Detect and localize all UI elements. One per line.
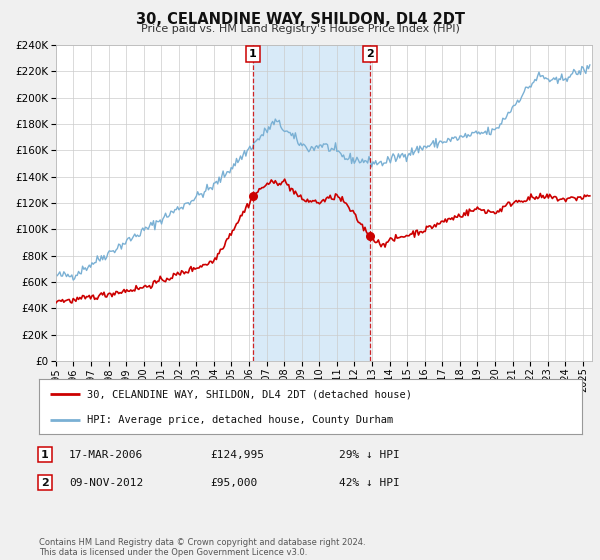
- Text: 1: 1: [41, 450, 49, 460]
- Text: 17-MAR-2006: 17-MAR-2006: [69, 450, 143, 460]
- Text: 2: 2: [365, 49, 373, 59]
- Text: Price paid vs. HM Land Registry's House Price Index (HPI): Price paid vs. HM Land Registry's House …: [140, 24, 460, 34]
- Text: 30, CELANDINE WAY, SHILDON, DL4 2DT (detached house): 30, CELANDINE WAY, SHILDON, DL4 2DT (det…: [87, 390, 412, 399]
- Bar: [253, 45, 370, 361]
- Text: 42% ↓ HPI: 42% ↓ HPI: [339, 478, 400, 488]
- Text: 2: 2: [41, 478, 49, 488]
- Text: £95,000: £95,000: [210, 478, 257, 488]
- Text: £124,995: £124,995: [210, 450, 264, 460]
- Text: HPI: Average price, detached house, County Durham: HPI: Average price, detached house, Coun…: [87, 416, 393, 425]
- Text: 29% ↓ HPI: 29% ↓ HPI: [339, 450, 400, 460]
- Text: 09-NOV-2012: 09-NOV-2012: [69, 478, 143, 488]
- Text: 1: 1: [249, 49, 257, 59]
- Text: Contains HM Land Registry data © Crown copyright and database right 2024.
This d: Contains HM Land Registry data © Crown c…: [39, 538, 365, 557]
- Text: 30, CELANDINE WAY, SHILDON, DL4 2DT: 30, CELANDINE WAY, SHILDON, DL4 2DT: [136, 12, 464, 27]
